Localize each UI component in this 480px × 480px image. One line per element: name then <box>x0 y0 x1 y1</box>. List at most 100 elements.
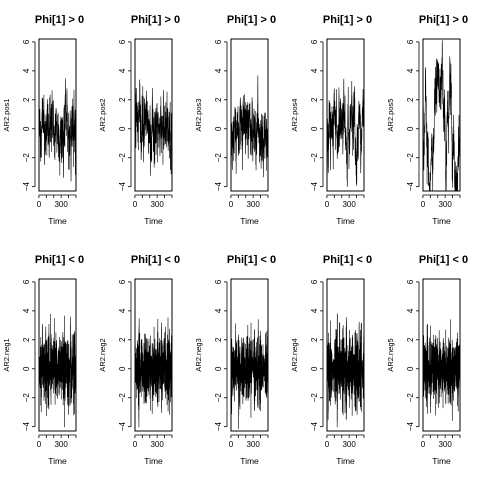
y-tick-label: 0 <box>118 366 127 371</box>
y-tick-label: 4 <box>22 68 31 73</box>
panel-title: Phi[1] > 0 <box>227 14 276 26</box>
series-line <box>422 40 461 192</box>
x-axis-label: Time <box>336 216 355 226</box>
x-axis-label: Time <box>432 456 451 466</box>
panel-1: Phi[1] > 0 −4 −2 0 2 4 6 0 300 Time AR2.pos1 <box>2 14 84 226</box>
x-tick-label: 300 <box>150 200 164 209</box>
y-tick-label: −4 <box>406 422 415 432</box>
x-tick-label: 300 <box>246 440 260 449</box>
series-line <box>38 313 77 428</box>
y-tick-label: 2 <box>214 337 223 342</box>
x-tick-label: 0 <box>421 200 426 209</box>
y-axis-label: AR2.pos3 <box>194 99 203 132</box>
y-tick-label: 0 <box>406 366 415 371</box>
y-tick-label: 6 <box>22 39 31 44</box>
x-tick-label: 0 <box>133 200 138 209</box>
x-tick-label: 0 <box>325 440 330 449</box>
y-tick-label: −4 <box>406 182 415 192</box>
y-tick-label: 6 <box>310 39 319 44</box>
x-tick-label: 300 <box>246 200 260 209</box>
x-axis-label: Time <box>336 456 355 466</box>
x-axis-label: Time <box>48 456 67 466</box>
plot-box <box>134 38 173 192</box>
panel-9: Phi[1] < 0 −4 −2 0 2 4 6 0 300 Time AR2.neg4 <box>290 254 372 466</box>
y-tick-label: 2 <box>22 97 31 102</box>
y-tick-label: 2 <box>118 97 127 102</box>
x-tick-label: 0 <box>325 200 330 209</box>
y-tick-label: 2 <box>22 337 31 342</box>
y-tick-label: −4 <box>22 182 31 192</box>
y-tick-label: 6 <box>22 279 31 284</box>
x-tick-label: 300 <box>54 200 68 209</box>
x-axis-label: Time <box>48 216 67 226</box>
y-axis-label: AR2.pos2 <box>98 99 107 132</box>
series-line <box>230 319 269 430</box>
y-tick-label: 6 <box>214 39 223 44</box>
y-tick-label: 4 <box>22 308 31 313</box>
panel-title: Phi[1] > 0 <box>323 14 372 26</box>
panel-title: Phi[1] > 0 <box>35 14 84 26</box>
series-line <box>134 79 173 176</box>
y-axis-label: AR2.neg1 <box>2 338 11 371</box>
y-tick-label: −4 <box>214 422 223 432</box>
y-axis-label: AR2.neg3 <box>194 338 203 371</box>
y-tick-label: −2 <box>310 153 319 163</box>
series-line <box>38 78 77 182</box>
plot-box <box>230 278 269 432</box>
y-tick-label: −4 <box>310 182 319 192</box>
y-tick-label: 2 <box>214 97 223 102</box>
y-tick-label: 0 <box>118 126 127 131</box>
x-axis-label: Time <box>240 456 259 466</box>
x-tick-label: 0 <box>421 440 426 449</box>
y-tick-label: 2 <box>406 97 415 102</box>
y-tick-label: 2 <box>310 337 319 342</box>
y-axis-label: AR2.pos4 <box>290 99 299 132</box>
series-line <box>422 319 461 421</box>
x-tick-label: 0 <box>229 200 234 209</box>
y-axis-label: AR2.neg5 <box>386 338 395 371</box>
y-tick-label: −2 <box>310 393 319 403</box>
x-tick-label: 300 <box>438 200 452 209</box>
y-axis-label: AR2.pos1 <box>2 99 11 132</box>
x-tick-label: 300 <box>342 200 356 209</box>
y-tick-label: −2 <box>214 393 223 403</box>
y-tick-label: 4 <box>310 308 319 313</box>
series-line <box>326 78 365 187</box>
y-axis-label: AR2.neg2 <box>98 338 107 371</box>
y-tick-label: 4 <box>310 68 319 73</box>
series-line <box>326 313 365 428</box>
panel-title: Phi[1] > 0 <box>131 14 180 26</box>
panel-title: Phi[1] < 0 <box>35 254 84 266</box>
x-tick-label: 300 <box>438 440 452 449</box>
series-line <box>134 317 173 428</box>
series-line <box>230 75 269 178</box>
plot-box <box>230 38 269 192</box>
y-tick-label: 6 <box>406 39 415 44</box>
y-tick-label: −2 <box>22 153 31 163</box>
y-tick-label: 4 <box>118 308 127 313</box>
x-tick-label: 0 <box>229 440 234 449</box>
y-tick-label: 6 <box>310 279 319 284</box>
panel-title: Phi[1] < 0 <box>227 254 276 266</box>
plot-box <box>134 278 173 432</box>
plot-box <box>38 38 77 192</box>
panel-title: Phi[1] < 0 <box>323 254 372 266</box>
y-tick-label: 2 <box>118 337 127 342</box>
y-tick-label: 4 <box>406 308 415 313</box>
x-tick-label: 0 <box>37 440 42 449</box>
x-tick-label: 0 <box>37 200 42 209</box>
y-axis-label: AR2.neg4 <box>290 338 299 371</box>
y-tick-label: −2 <box>406 393 415 403</box>
panel-10: Phi[1] < 0 −4 −2 0 2 4 6 0 300 Time AR2.neg5 <box>386 254 468 466</box>
y-tick-label: 4 <box>406 68 415 73</box>
panel-7: Phi[1] < 0 −4 −2 0 2 4 6 0 300 Time AR2.neg2 <box>98 254 180 466</box>
y-tick-label: −2 <box>118 393 127 403</box>
y-tick-label: 6 <box>118 279 127 284</box>
x-tick-label: 300 <box>150 440 164 449</box>
y-tick-label: 0 <box>310 126 319 131</box>
plot-box <box>326 278 365 432</box>
x-axis-label: Time <box>144 216 163 226</box>
y-tick-label: −4 <box>214 182 223 192</box>
x-axis-label: Time <box>240 216 259 226</box>
